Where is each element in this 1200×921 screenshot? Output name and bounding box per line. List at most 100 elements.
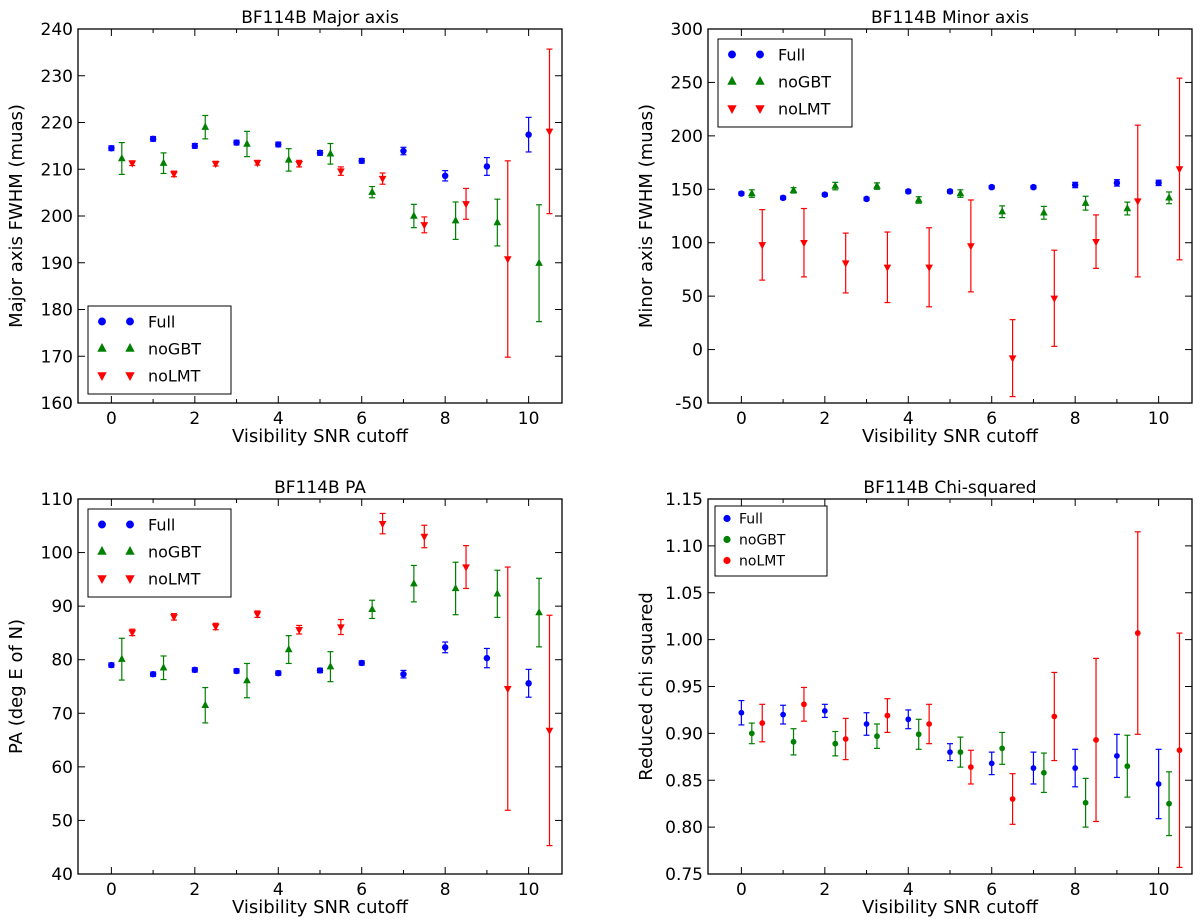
y-tick-label: 0 <box>692 341 703 361</box>
legend-marker <box>97 343 107 352</box>
data-point <box>1114 752 1120 759</box>
data-point <box>316 149 324 157</box>
data-point <box>493 218 502 226</box>
x-axis-label: Visibility SNR cutoff <box>232 426 409 447</box>
data-point <box>873 181 881 189</box>
x-tick-label: 6 <box>986 409 997 429</box>
legend-marker <box>97 546 107 555</box>
data-point <box>863 195 870 203</box>
data-point <box>326 662 335 670</box>
y-tick-label: 220 <box>41 114 73 134</box>
data-point <box>275 141 282 148</box>
legend-marker <box>125 372 135 381</box>
data-point <box>883 264 892 272</box>
legend-marker <box>97 372 107 381</box>
legend-label: noLMT <box>778 99 831 118</box>
y-tick-label: 100 <box>41 544 73 564</box>
series-Full <box>108 116 532 182</box>
data-point <box>967 243 975 251</box>
data-point <box>191 666 199 674</box>
data-point <box>914 195 923 203</box>
data-point <box>535 258 543 266</box>
x-tick-label: 0 <box>106 880 117 900</box>
legend-label: noLMT <box>739 554 785 570</box>
x-tick-label: 8 <box>1070 409 1081 429</box>
data-point <box>988 760 995 767</box>
data-point <box>789 185 798 194</box>
y-tick-label: 50 <box>681 287 703 307</box>
data-point <box>925 264 933 272</box>
y-tick-label: 1.00 <box>665 631 703 651</box>
data-point <box>1176 747 1183 754</box>
x-tick-label: 4 <box>273 880 284 900</box>
data-point <box>275 669 282 677</box>
x-tick-label: 6 <box>986 880 997 900</box>
y-tick-label: 60 <box>51 758 73 778</box>
y-axis-label: PA (deg E of N) <box>6 619 27 754</box>
y-tick-label: 0.75 <box>665 865 703 885</box>
data-point <box>420 533 429 541</box>
chart-panel-4: BF114B Chi-squared 0 2 4 6 8 10 0.75 0.80 0.85 0.9… <box>636 478 1193 918</box>
data-point <box>1124 763 1131 770</box>
data-point <box>1093 737 1099 743</box>
y-tick-label: 300 <box>671 20 703 40</box>
legend-label: Full <box>148 515 175 534</box>
y-tick-label: 90 <box>51 597 73 617</box>
data-point <box>503 685 512 694</box>
data-point <box>535 608 543 616</box>
y-tick-label: 150 <box>671 180 703 200</box>
data-point <box>462 201 470 209</box>
y-tick-label: 0.90 <box>665 724 703 744</box>
data-point <box>842 736 849 742</box>
data-point <box>1134 630 1141 636</box>
data-point <box>358 659 365 667</box>
data-point <box>233 667 240 675</box>
data-point <box>337 624 345 632</box>
data-point <box>400 670 407 678</box>
data-point <box>451 216 460 224</box>
data-point <box>1123 204 1132 212</box>
legend: Full noGBT noLMT <box>714 505 828 577</box>
data-point <box>117 654 126 662</box>
data-point <box>759 720 766 726</box>
data-point <box>441 172 449 180</box>
legend-marker <box>125 343 135 352</box>
data-point <box>284 155 293 163</box>
data-point <box>1175 166 1184 174</box>
x-axis-label: Visibility SNR cutoff <box>862 897 1039 918</box>
x-tick-label: 10 <box>1148 880 1170 900</box>
plot-frame <box>707 498 1193 875</box>
data-point <box>1092 238 1100 247</box>
data-point <box>159 663 168 671</box>
data-point <box>253 611 262 619</box>
data-point <box>905 716 912 723</box>
data-point <box>748 730 755 737</box>
x-tick-label: 10 <box>518 880 540 900</box>
series-noGBT <box>117 114 543 323</box>
data-point <box>253 160 262 168</box>
data-point <box>946 188 954 195</box>
legend-marker <box>98 520 106 529</box>
legend: Full noGBT noLMT <box>87 508 232 598</box>
x-tick-label: 10 <box>518 409 540 429</box>
series-Full <box>108 641 532 698</box>
data-point <box>410 211 418 219</box>
chart-panel-3: BF114B PA 0 2 4 6 8 10 40 50 60 70 80 90 100 110 Visibi… <box>6 478 563 918</box>
data-point <box>801 701 807 708</box>
x-tick-label: 2 <box>189 409 200 429</box>
data-point <box>243 676 251 684</box>
data-point <box>821 707 828 714</box>
x-tick-label: 2 <box>189 880 200 900</box>
data-point <box>108 661 115 669</box>
data-point <box>545 727 554 735</box>
data-point <box>149 135 157 143</box>
y-tick-label: 230 <box>41 67 73 87</box>
legend-marker <box>756 50 764 59</box>
data-point <box>493 589 502 597</box>
y-tick-label: 200 <box>41 207 73 227</box>
legend-marker <box>125 575 135 584</box>
data-point <box>1155 781 1162 787</box>
legend-box <box>87 508 232 598</box>
legend-marker <box>755 76 765 85</box>
